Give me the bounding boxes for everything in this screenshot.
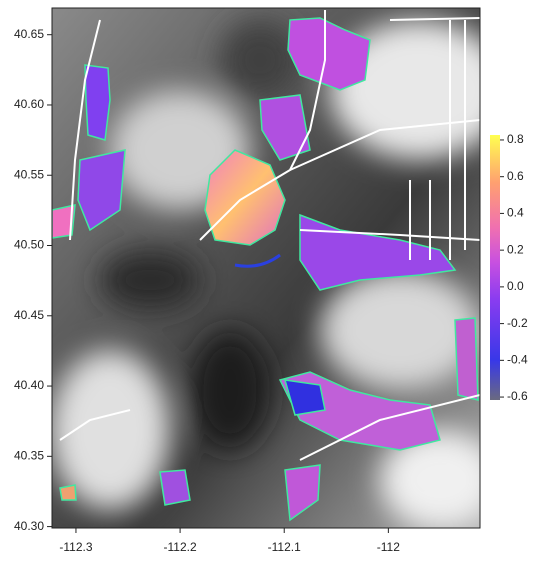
map-raster: [52, 8, 480, 528]
y-tick-label: 40.60: [14, 97, 44, 111]
y-tick-label: 40.45: [14, 308, 44, 322]
y-tick-label: 40.50: [14, 238, 44, 252]
colorbar-tick-label: 0.8: [507, 132, 524, 146]
y-tick-label: 40.65: [14, 27, 44, 41]
x-tick-label: -112: [377, 540, 400, 554]
y-tick-label: 40.40: [14, 378, 44, 392]
y-tick-label: 40.55: [14, 167, 44, 181]
colorbar-tick-label: 0.2: [507, 242, 524, 256]
colorbar: [490, 135, 500, 400]
colorbar-tick-label: 0.6: [507, 169, 524, 183]
x-tick-label: -112.1: [268, 540, 301, 554]
x-tick-label: -112.2: [164, 540, 197, 554]
x-tick-label: -112.3: [59, 540, 92, 554]
y-tick-label: 40.30: [14, 519, 44, 533]
colorbar-tick-label: 0.0: [507, 279, 524, 293]
colorbar-tick-label: -0.4: [507, 353, 528, 367]
colorbar-tick-label: -0.6: [507, 389, 528, 403]
plot-frame: [51, 7, 481, 529]
y-tick-label: 40.35: [14, 448, 44, 462]
colorbar-tick-label: 0.4: [507, 206, 524, 220]
colorbar-tick-label: -0.2: [507, 316, 528, 330]
